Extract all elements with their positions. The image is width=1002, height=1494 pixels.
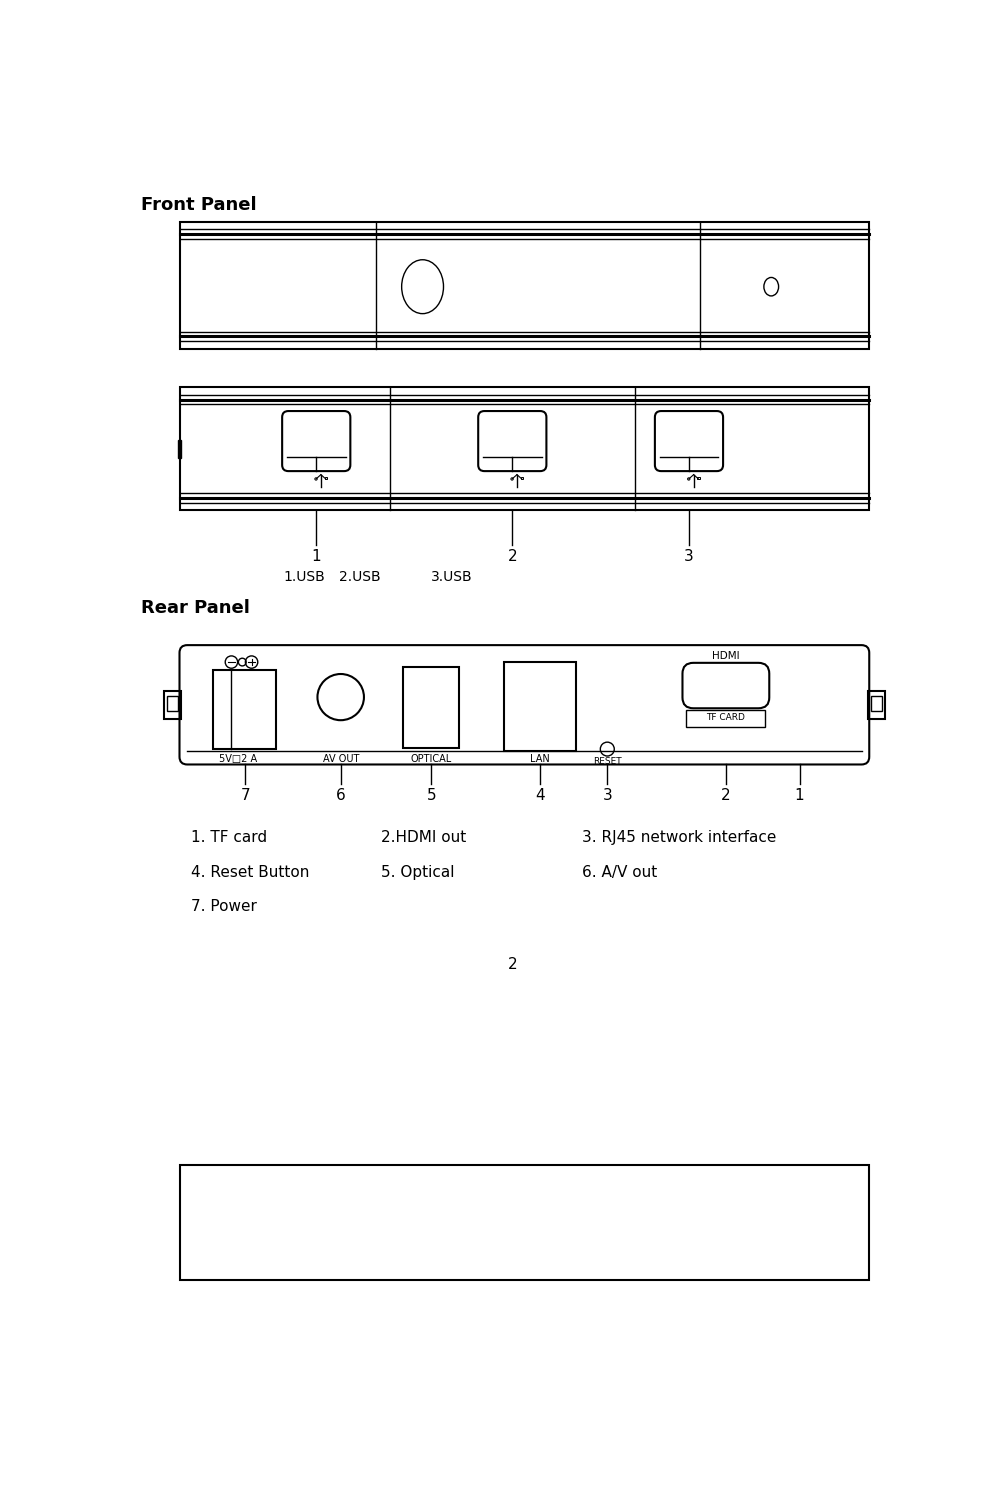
Text: 2: 2 [721,787,730,802]
Bar [178,439,181,459]
Text: 1: 1 [795,787,805,802]
Text: 2.USB: 2.USB [340,569,381,584]
Text: OPTICAL: OPTICAL [411,753,452,763]
Text: 1. TF card: 1. TF card [191,831,268,846]
Bar [521,477,523,480]
Text: Front Panel: Front Panel [140,196,257,214]
Text: Rear Panel: Rear Panel [140,599,249,617]
Text: TF CARD: TF CARD [706,713,745,722]
Bar [212,669,277,748]
Text: 3.USB: 3.USB [431,569,473,584]
Text: 5V□2 A: 5V□2 A [218,753,257,763]
Text: 5: 5 [427,787,436,802]
Bar [179,1165,870,1280]
Bar [871,696,882,711]
Text: 1.USB: 1.USB [284,569,326,584]
Text: 2: 2 [507,548,517,563]
Text: 7. Power: 7. Power [191,899,257,914]
Text: 2.HDMI out: 2.HDMI out [381,831,466,846]
Text: RESET: RESET [593,757,621,766]
Bar [404,666,459,747]
Text: 4. Reset Button: 4. Reset Button [191,865,310,880]
Text: 3. RJ45 network interface: 3. RJ45 network interface [582,831,777,846]
Text: HDMI: HDMI [712,651,739,662]
Text: AV OUT: AV OUT [323,753,359,763]
Bar [868,690,885,719]
Bar [686,710,766,726]
Text: 7: 7 [240,787,250,802]
Bar [325,477,327,480]
Text: LAN: LAN [530,753,550,763]
Bar [179,221,870,348]
Text: 6. A/V out: 6. A/V out [582,865,657,880]
Text: 2: 2 [508,958,518,973]
Bar [697,477,699,480]
Bar [167,696,178,711]
Text: 5. Optical: 5. Optical [381,865,455,880]
Bar [164,690,181,719]
Text: 6: 6 [336,787,346,802]
Text: 4: 4 [535,787,545,802]
Text: 3: 3 [602,787,612,802]
Text: 3: 3 [684,548,693,563]
Text: 1: 1 [312,548,321,563]
Bar [179,387,870,511]
Bar [504,662,575,750]
